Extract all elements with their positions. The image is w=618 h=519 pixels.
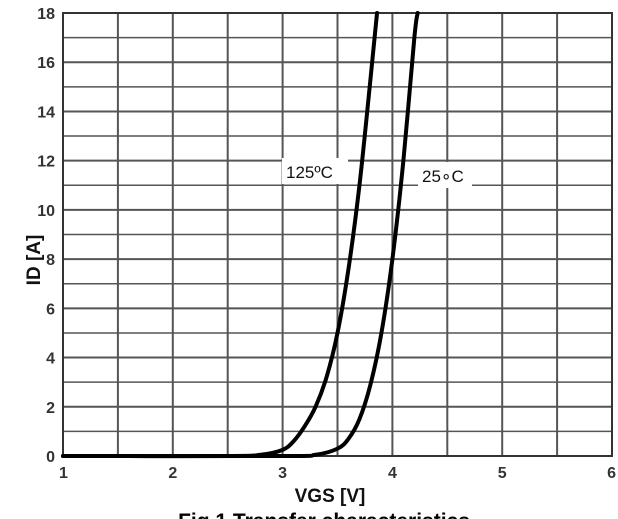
x-tick-labels: 1 2 3 4 5 6 (59, 465, 616, 482)
y-tick-label: 18 (37, 6, 55, 23)
plot-frame (62, 12, 613, 457)
y-tick-labels: 0 2 4 6 8 10 12 14 16 18 (37, 6, 55, 466)
curves (61, 11, 420, 459)
label-125c-box: 125ºC (282, 158, 348, 184)
y-tick-label: 16 (37, 55, 55, 72)
y-tick-label: 4 (46, 351, 55, 368)
x-tick-label: 2 (168, 465, 177, 482)
series-label-25c: 25∘C (422, 167, 464, 186)
y-tick-label: 14 (37, 104, 55, 121)
x-axis-label: VGS [V] (295, 486, 366, 507)
label-25c-box: 25∘C (418, 162, 472, 188)
x-tick-label: 4 (388, 465, 397, 482)
figure-caption: Fig.1 Transfer characteristics (178, 510, 470, 519)
y-tick-label: 0 (46, 449, 55, 466)
x-tick-label: 6 (607, 465, 616, 482)
series-label-125c: 125ºC (286, 163, 333, 182)
y-axis-label: ID [A] (24, 235, 45, 286)
x-tick-label: 1 (59, 465, 68, 482)
series-line-25c (61, 11, 420, 459)
y-tick-label: 8 (46, 252, 55, 269)
y-tick-label: 6 (46, 301, 55, 318)
grid (63, 13, 612, 456)
y-tick-label: 10 (37, 203, 55, 220)
y-tick-label: 2 (46, 400, 55, 417)
y-tick-label: 12 (37, 154, 55, 171)
x-tick-label: 3 (278, 465, 287, 482)
x-tick-label: 5 (498, 465, 507, 482)
